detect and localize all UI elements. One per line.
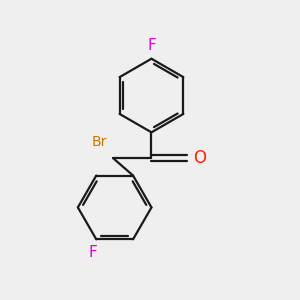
Text: Br: Br	[92, 135, 107, 149]
Text: F: F	[147, 38, 156, 53]
Text: F: F	[89, 245, 98, 260]
Text: O: O	[193, 149, 206, 167]
